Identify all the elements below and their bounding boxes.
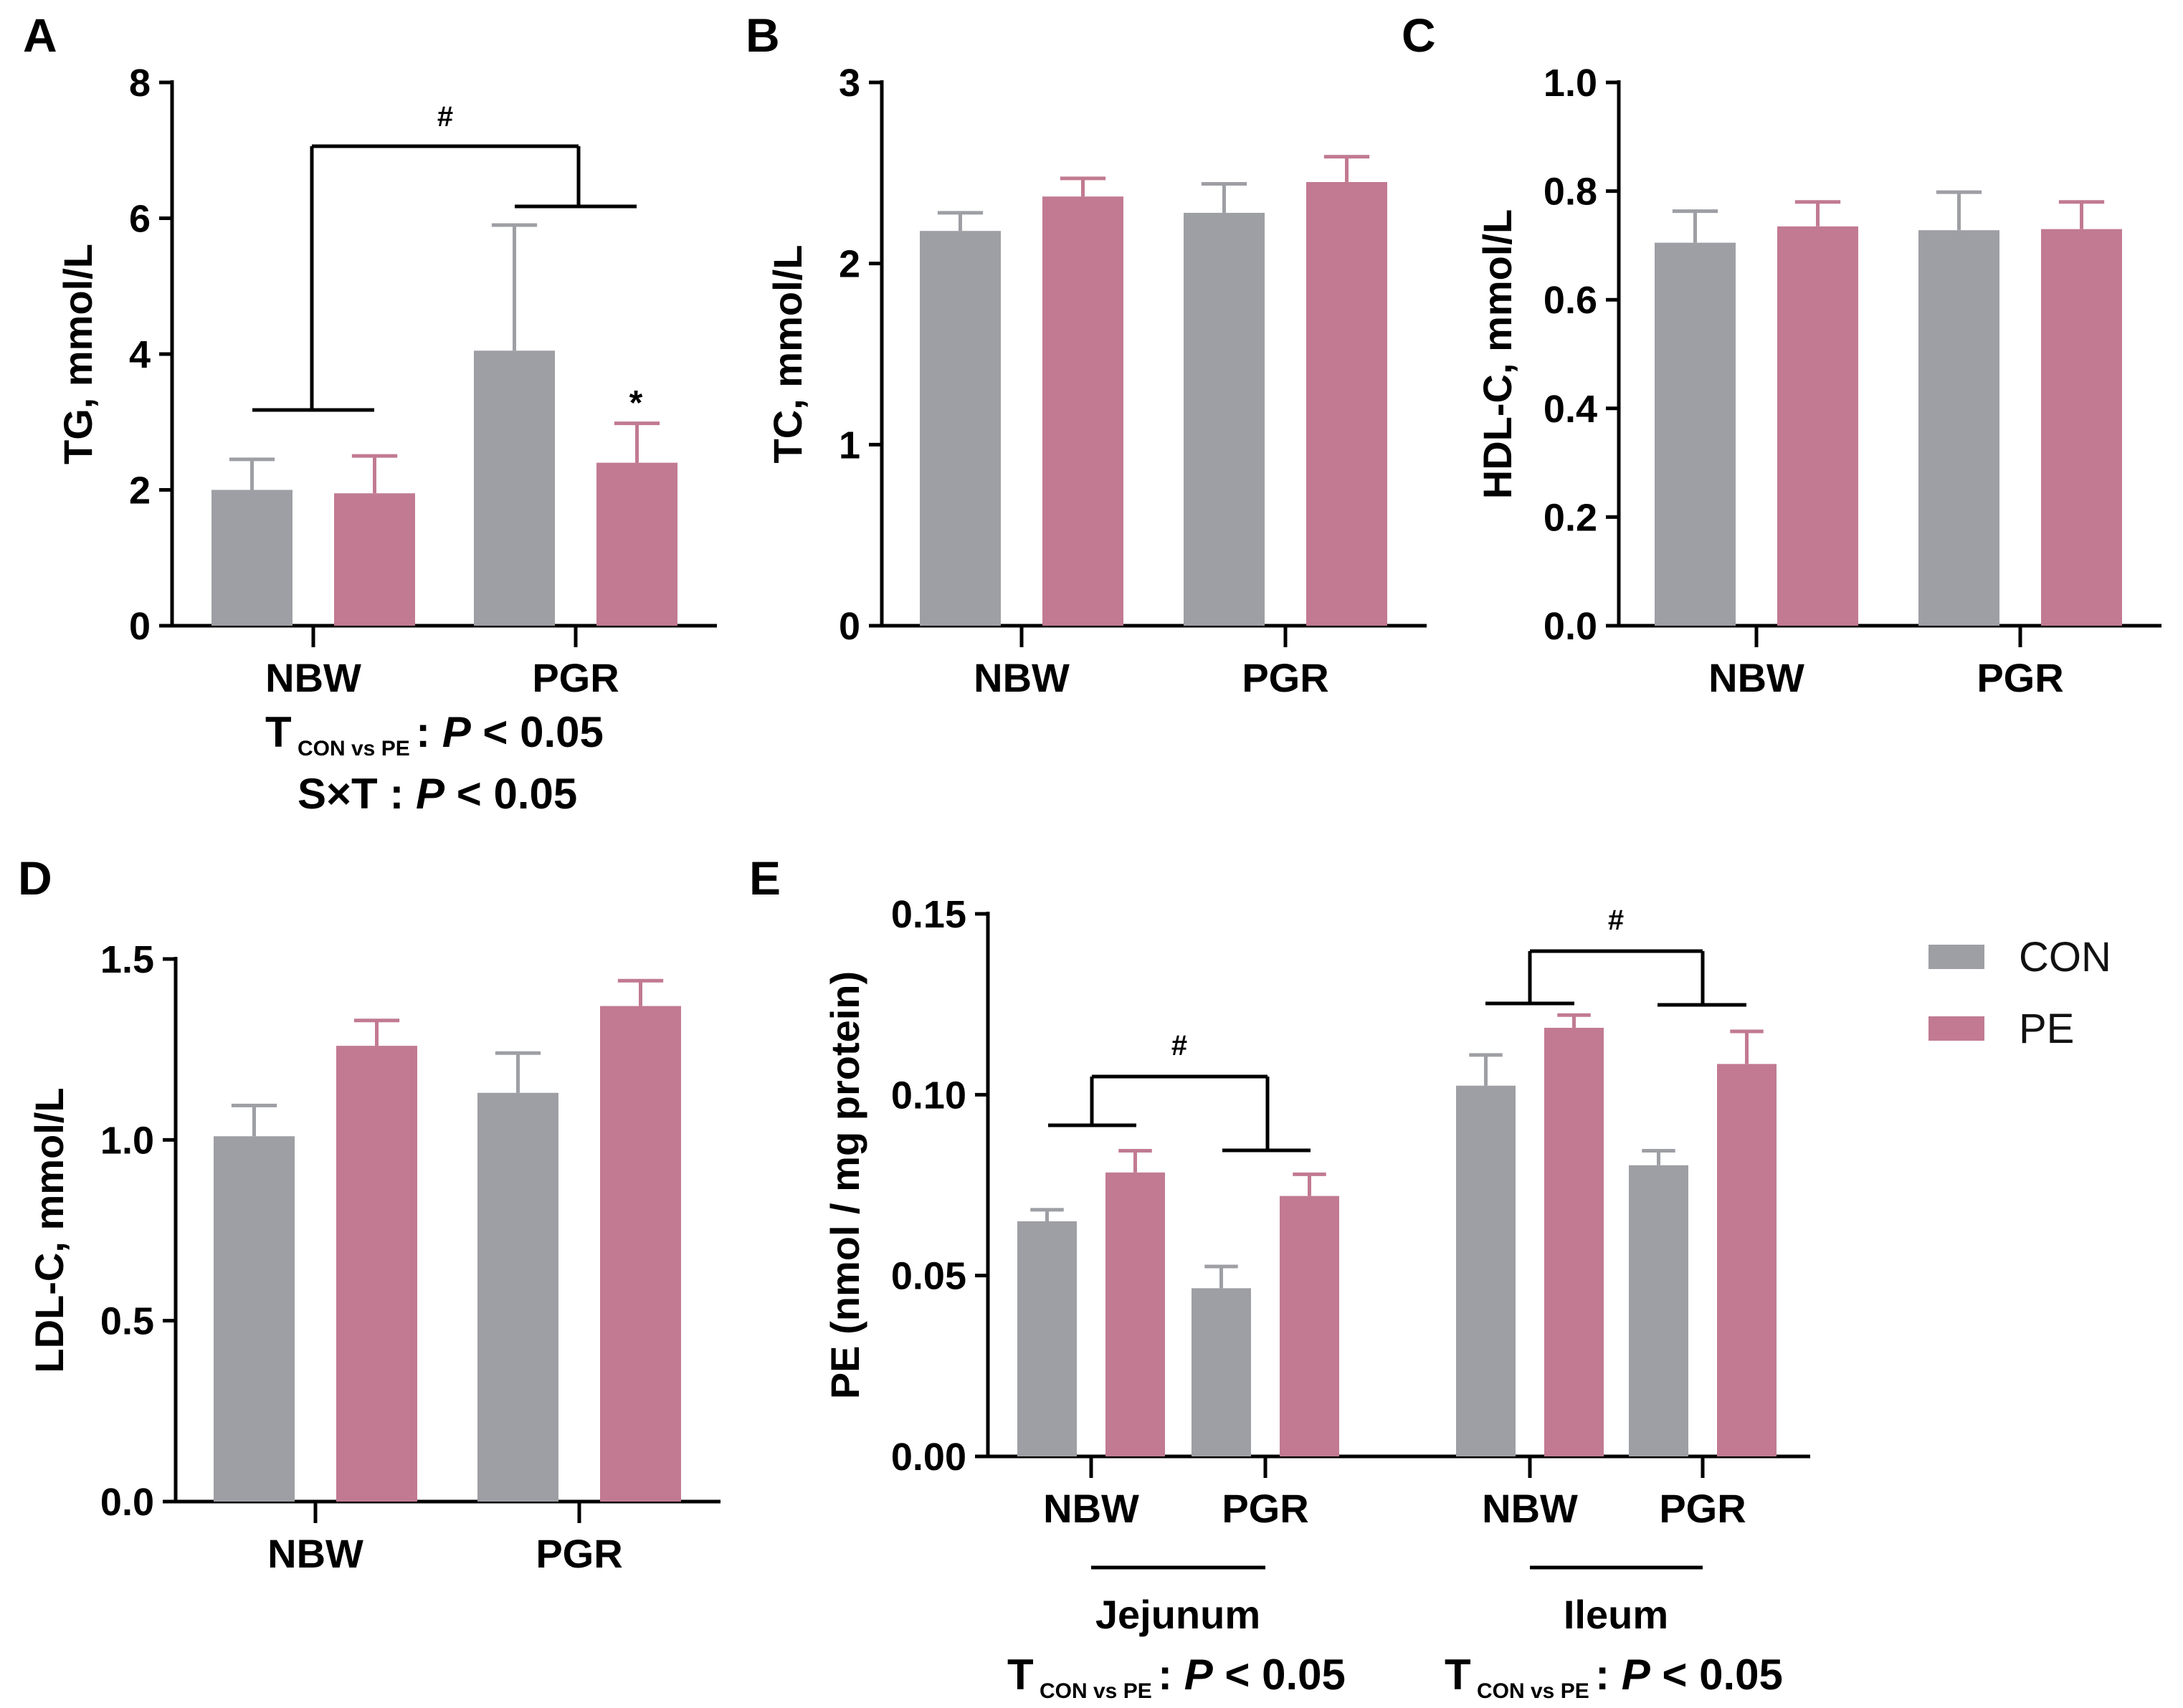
- legend-item-con: CON: [1928, 921, 2172, 993]
- sig-hash-a: #: [437, 101, 453, 133]
- x-tick-label-c-nbw: NBW: [1708, 655, 1804, 700]
- bar-c-nbw-con: [1655, 242, 1736, 626]
- y-axis-title-d: LDL-C, mmol/L: [27, 1087, 72, 1373]
- sig-hash-e-jejunum: #: [1171, 1030, 1187, 1061]
- sig-star-a: *: [629, 384, 643, 422]
- y-tick-label-b-1: 1: [839, 424, 860, 467]
- y-tick-label-c-3: 0.6: [1544, 279, 1597, 322]
- bar-d-pgr-con: [477, 1092, 558, 1502]
- bar-e-ileum-nbw-pe: [1544, 1027, 1604, 1456]
- group-label-jejunum: Jejunum: [1095, 1592, 1260, 1637]
- bar-e-ileum-nbw-con: [1456, 1085, 1516, 1456]
- bar-b-nbw-con: [920, 231, 1001, 626]
- x-tick-label-e-ileum-nbw: NBW: [1482, 1486, 1578, 1531]
- bar-e-jejunum-pgr-pe: [1280, 1196, 1339, 1456]
- y-axis-title-e: PE (nmol / mg protein): [822, 971, 867, 1399]
- x-tick-label-e-jejunum-pgr: PGR: [1222, 1486, 1308, 1531]
- y-axis-title-b: TC, mmol/L: [765, 245, 810, 464]
- y-tick-label-d-1: 0.5: [100, 1300, 154, 1343]
- footnote-a-2: S×T : P < 0.05: [298, 770, 577, 818]
- x-tick-label-a-nbw: NBW: [265, 655, 361, 700]
- y-tick-label-c-0: 0.0: [1544, 605, 1597, 648]
- y-tick-label-e-2: 0.10: [891, 1074, 966, 1117]
- y-tick-label-e-0: 0.00: [891, 1436, 966, 1479]
- y-tick-label-d-2: 1.0: [100, 1119, 154, 1162]
- x-tick-label-d-nbw: NBW: [267, 1531, 363, 1576]
- footnote-a-1: T CON vs PE : P < 0.05: [265, 708, 604, 760]
- y-tick-label-e-3: 0.15: [891, 893, 966, 936]
- y-tick-label-c-2: 0.4: [1544, 388, 1597, 431]
- bar-a-nbw-pe: [334, 493, 415, 626]
- legend: CON PE: [1928, 921, 2172, 1064]
- bar-b-nbw-pe: [1042, 196, 1123, 626]
- bar-e-jejunum-nbw-pe: [1105, 1172, 1165, 1456]
- bar-c-pgr-con: [1918, 230, 1999, 626]
- bar-d-nbw-pe: [336, 1046, 417, 1502]
- y-tick-label-a-1: 2: [129, 469, 151, 512]
- panel-label-d: D: [18, 851, 52, 905]
- y-tick-label-b-2: 2: [839, 243, 860, 286]
- footnote-e-jejunum: T CON vs PE : P < 0.05: [1007, 1651, 1346, 1703]
- sig-hash-e-ileum: #: [1608, 905, 1624, 936]
- bar-a-pgr-con: [474, 350, 555, 626]
- bar-d-nbw-con: [214, 1136, 295, 1502]
- bar-d-pgr-pe: [600, 1006, 681, 1502]
- panel-label-b: B: [746, 9, 780, 62]
- x-tick-label-d-pgr: PGR: [536, 1531, 622, 1576]
- legend-item-pe: PE: [1928, 993, 2172, 1064]
- bar-b-pgr-pe: [1306, 181, 1387, 626]
- y-tick-label-e-1: 0.05: [891, 1255, 966, 1298]
- x-tick-label-e-jejunum-nbw: NBW: [1043, 1486, 1139, 1531]
- bar-e-ileum-pgr-con: [1629, 1165, 1688, 1456]
- footnote-e-ileum: T CON vs PE : P < 0.05: [1445, 1651, 1783, 1703]
- bar-c-nbw-pe: [1777, 226, 1858, 626]
- y-tick-label-b-3: 3: [839, 62, 860, 105]
- y-tick-label-a-3: 6: [129, 198, 151, 241]
- y-tick-label-c-5: 1.0: [1544, 62, 1597, 105]
- y-tick-label-a-4: 8: [129, 62, 151, 105]
- y-tick-label-d-3: 1.5: [100, 938, 154, 981]
- y-tick-label-c-1: 0.2: [1544, 496, 1597, 539]
- y-axis-title-c: HDL-C, mmol/L: [1475, 209, 1520, 499]
- legend-label-pe: PE: [2019, 1005, 2075, 1052]
- bar-b-pgr-con: [1184, 212, 1265, 626]
- panel-label-e: E: [749, 851, 781, 905]
- legend-swatch-con: [1928, 945, 1984, 969]
- bar-c-pgr-pe: [2041, 229, 2122, 626]
- y-tick-label-b-0: 0: [839, 605, 860, 648]
- x-tick-label-b-pgr: PGR: [1242, 655, 1328, 700]
- group-label-ileum: Ileum: [1564, 1592, 1668, 1637]
- x-tick-label-a-pgr: PGR: [532, 655, 619, 700]
- x-tick-label-c-pgr: PGR: [1977, 655, 2063, 700]
- bar-e-jejunum-pgr-con: [1192, 1288, 1251, 1456]
- bar-a-nbw-con: [211, 490, 293, 626]
- bar-e-ileum-pgr-pe: [1717, 1064, 1777, 1456]
- bar-a-pgr-pe: [596, 462, 677, 626]
- legend-swatch-pe: [1928, 1016, 1984, 1041]
- x-tick-label-e-ileum-pgr: PGR: [1659, 1486, 1746, 1531]
- x-tick-label-b-nbw: NBW: [974, 655, 1070, 700]
- panel-label-c: C: [1402, 9, 1436, 62]
- legend-label-con: CON: [2019, 933, 2111, 981]
- y-tick-label-d-0: 0.0: [100, 1481, 154, 1524]
- y-axis-title-a: TG, mmol/L: [55, 244, 100, 464]
- y-tick-label-a-0: 0: [129, 605, 151, 648]
- y-tick-label-a-2: 4: [129, 333, 151, 376]
- panel-label-a: A: [23, 9, 57, 62]
- y-tick-label-c-4: 0.8: [1544, 171, 1597, 214]
- bar-e-jejunum-nbw-con: [1017, 1221, 1077, 1456]
